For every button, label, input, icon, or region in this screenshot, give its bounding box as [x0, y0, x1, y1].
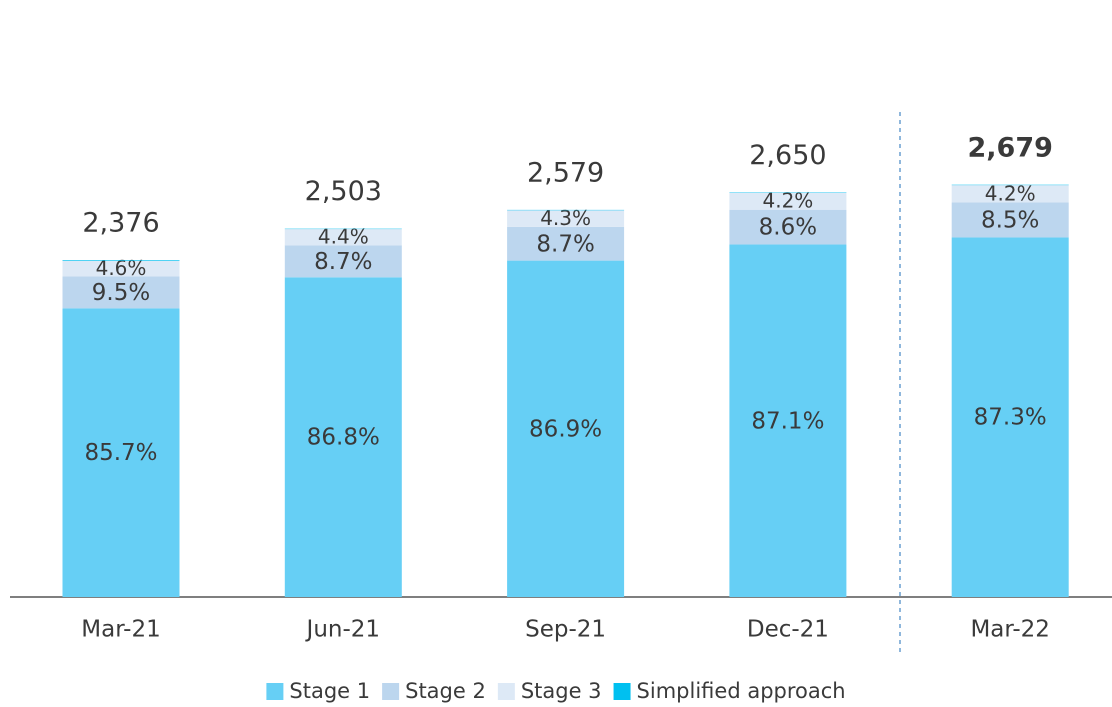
total-label: 2,503 [305, 176, 382, 207]
bar-segment [62, 276, 180, 309]
bar-segment [729, 244, 847, 597]
data-label: 86.8% [307, 425, 380, 451]
legend-label: Stage 3 [521, 679, 602, 703]
bar-segment [729, 192, 847, 210]
bar-segment [507, 210, 625, 227]
data-label: 4.4% [318, 225, 369, 249]
bar-segment [951, 237, 1069, 597]
bar-segment [284, 277, 402, 597]
data-label: 8.7% [536, 231, 594, 257]
bar-segment [62, 260, 180, 261]
data-label: 4.2% [985, 181, 1036, 205]
bar-segment [951, 185, 1069, 203]
total-label: 2,579 [527, 157, 604, 188]
x-tick-label: Jun-21 [305, 617, 381, 643]
x-tick-label: Mar-21 [81, 617, 161, 643]
data-label: 87.1% [751, 408, 824, 434]
legend-label: Stage 2 [405, 679, 486, 703]
data-label: 4.6% [96, 256, 147, 280]
data-label: 8.5% [981, 207, 1039, 233]
total-label: 2,376 [82, 208, 159, 239]
total-label: 2,679 [967, 133, 1052, 164]
data-label: 8.6% [759, 215, 817, 241]
bar-segment [951, 202, 1069, 238]
legend-label: Simplified approach [637, 679, 846, 703]
legend-swatch [497, 683, 515, 700]
data-label: 86.9% [529, 416, 602, 442]
total-label: 2,650 [749, 140, 826, 171]
legend-swatch [613, 683, 631, 700]
bar-segment [284, 245, 402, 278]
bar-segment [62, 308, 180, 597]
x-tick-label: Mar-22 [970, 617, 1050, 643]
legend-label: Stage 1 [289, 679, 370, 703]
legend-swatch [382, 683, 400, 700]
bar-segment [729, 209, 847, 245]
data-label: 8.7% [314, 249, 372, 275]
data-label: 4.3% [540, 206, 591, 230]
x-tick-label: Sep-21 [525, 617, 606, 643]
bar-segment [507, 260, 625, 597]
legend-swatch [266, 683, 284, 700]
bar-segment [507, 226, 625, 261]
data-label: 9.5% [92, 280, 150, 306]
x-tick-label: Dec-21 [747, 617, 829, 643]
bar-segment [62, 260, 180, 277]
data-label: 85.7% [84, 440, 157, 466]
bar-segment [284, 229, 402, 246]
data-label: 87.3% [974, 405, 1047, 431]
